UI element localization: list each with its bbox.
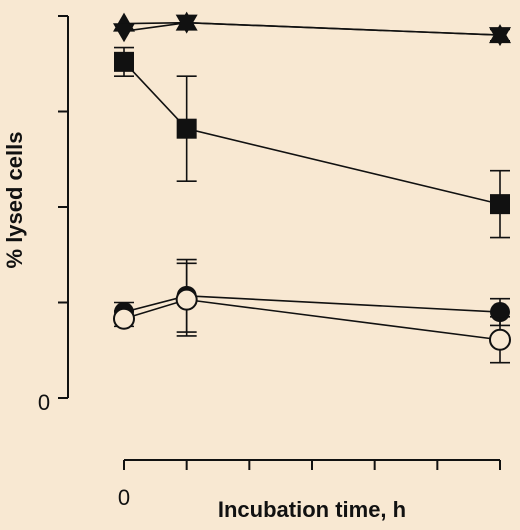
marker-circle-open-1 [175, 288, 198, 311]
marker-triangle-down-0 [113, 23, 135, 43]
x-tick-label-0: 0 [118, 485, 130, 510]
series-triangle-down [113, 14, 511, 47]
marker-square-2 [490, 194, 510, 215]
series-circle-open [113, 262, 511, 364]
series-circle-filled [114, 258, 510, 333]
marker-square-0 [114, 51, 134, 72]
series-layer [113, 11, 511, 364]
x-axis-label: Incubation time, h [218, 497, 406, 522]
marker-circle-open-2 [489, 328, 511, 351]
marker-triangle-down-2 [489, 27, 511, 47]
series-square [114, 46, 510, 239]
y-axis-label: % lysed cells [2, 132, 27, 269]
axes [58, 15, 501, 470]
marker-triangle-down-1 [175, 14, 198, 34]
marker-circle-open-0 [113, 307, 135, 330]
y-tick-label-0: 0 [38, 390, 50, 415]
marker-square-1 [176, 118, 197, 139]
